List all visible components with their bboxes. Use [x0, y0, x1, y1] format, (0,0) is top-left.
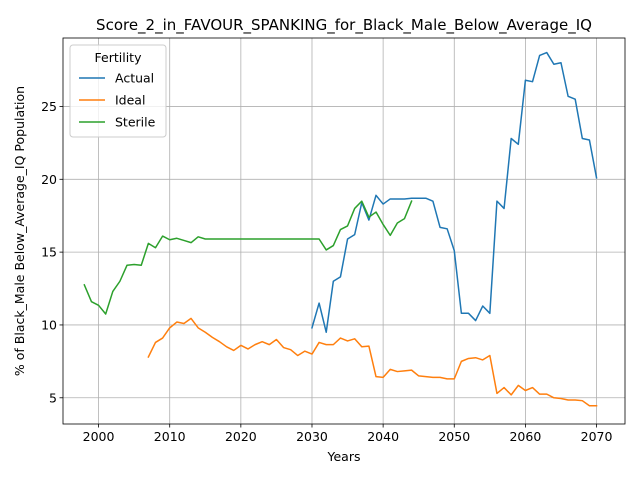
y-tick-label: 15 [41, 245, 57, 260]
series-line-actual [311, 51, 598, 333]
y-tick-label: 10 [41, 317, 57, 332]
grid [63, 38, 625, 424]
x-axis-label: Years [327, 449, 361, 464]
series-line-sterile [83, 200, 413, 315]
legend-label-ideal: Ideal [115, 93, 145, 108]
x-tick-label: 2070 [581, 429, 613, 444]
x-tick-label: 2050 [438, 429, 470, 444]
y-tick-label: 25 [41, 99, 57, 114]
legend-title: Fertility [95, 50, 143, 65]
legend-entries: Actual Ideal Sterile [79, 71, 156, 130]
x-tick-label: 2060 [509, 429, 541, 444]
legend-label-sterile: Sterile [115, 115, 156, 130]
y-tick-label: 5 [49, 390, 57, 405]
x-tick-label: 2000 [83, 429, 115, 444]
legend-box [69, 44, 167, 138]
chart-title: Score_2_in_FAVOUR_SPANKING_for_Black_Mal… [96, 16, 592, 35]
x-tick-label: 2020 [225, 429, 257, 444]
axis-ticks: 2000 2010 2020 2030 2040 2050 2060 2070 5 10 15 20 2… [41, 99, 612, 444]
plot-frame [62, 37, 626, 425]
series-line-ideal [147, 317, 598, 407]
x-tick-label: 2030 [296, 429, 328, 444]
legend-label-actual: Actual [115, 71, 154, 86]
x-tick-label: 2040 [367, 429, 399, 444]
y-tick-label: 20 [41, 172, 57, 187]
series-lines [83, 51, 598, 407]
y-axis-label: % of Black_Male Below_Average_IQ Populat… [12, 86, 27, 376]
legend: Fertility Actual Ideal Sterile [69, 44, 167, 138]
x-tick-label: 2010 [154, 429, 186, 444]
